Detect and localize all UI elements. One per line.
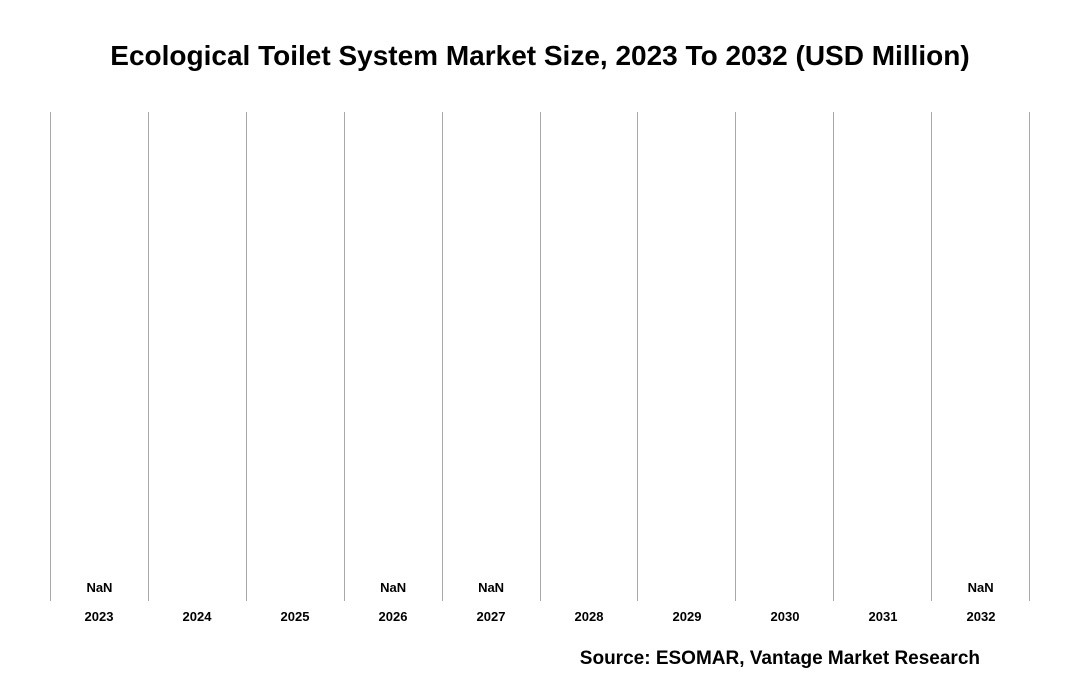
bar-column	[541, 112, 639, 601]
x-axis-label: 2024	[148, 609, 246, 624]
bar-column	[834, 112, 932, 601]
x-axis-label: 2027	[442, 609, 540, 624]
value-label: NaN	[51, 580, 148, 595]
x-axis-label: 2028	[540, 609, 638, 624]
bar-column: NaN	[50, 112, 149, 601]
chart-container: Ecological Toilet System Market Size, 20…	[0, 0, 1080, 700]
x-axis-label: 2030	[736, 609, 834, 624]
bar-column	[638, 112, 736, 601]
bar-column: NaN	[932, 112, 1030, 601]
chart-title: Ecological Toilet System Market Size, 20…	[50, 40, 1030, 72]
plot-area: NaNNaNNaNNaN	[50, 112, 1030, 601]
plot-region: NaNNaNNaNNaN	[50, 112, 1030, 601]
bar-column: NaN	[443, 112, 541, 601]
value-label: NaN	[932, 580, 1029, 595]
x-axis-label: 2031	[834, 609, 932, 624]
x-axis-label: 2023	[50, 609, 148, 624]
bar-column	[736, 112, 834, 601]
chart-source: Source: ESOMAR, Vantage Market Research	[50, 648, 1030, 670]
x-axis-labels: 2023202420252026202720282029203020312032	[50, 609, 1030, 624]
x-axis-label: 2029	[638, 609, 736, 624]
bar-column	[247, 112, 345, 601]
x-axis-label: 2025	[246, 609, 344, 624]
value-label: NaN	[443, 580, 540, 595]
x-axis-label: 2032	[932, 609, 1030, 624]
x-axis-label: 2026	[344, 609, 442, 624]
bar-column	[149, 112, 247, 601]
bar-column: NaN	[345, 112, 443, 601]
value-label: NaN	[345, 580, 442, 595]
